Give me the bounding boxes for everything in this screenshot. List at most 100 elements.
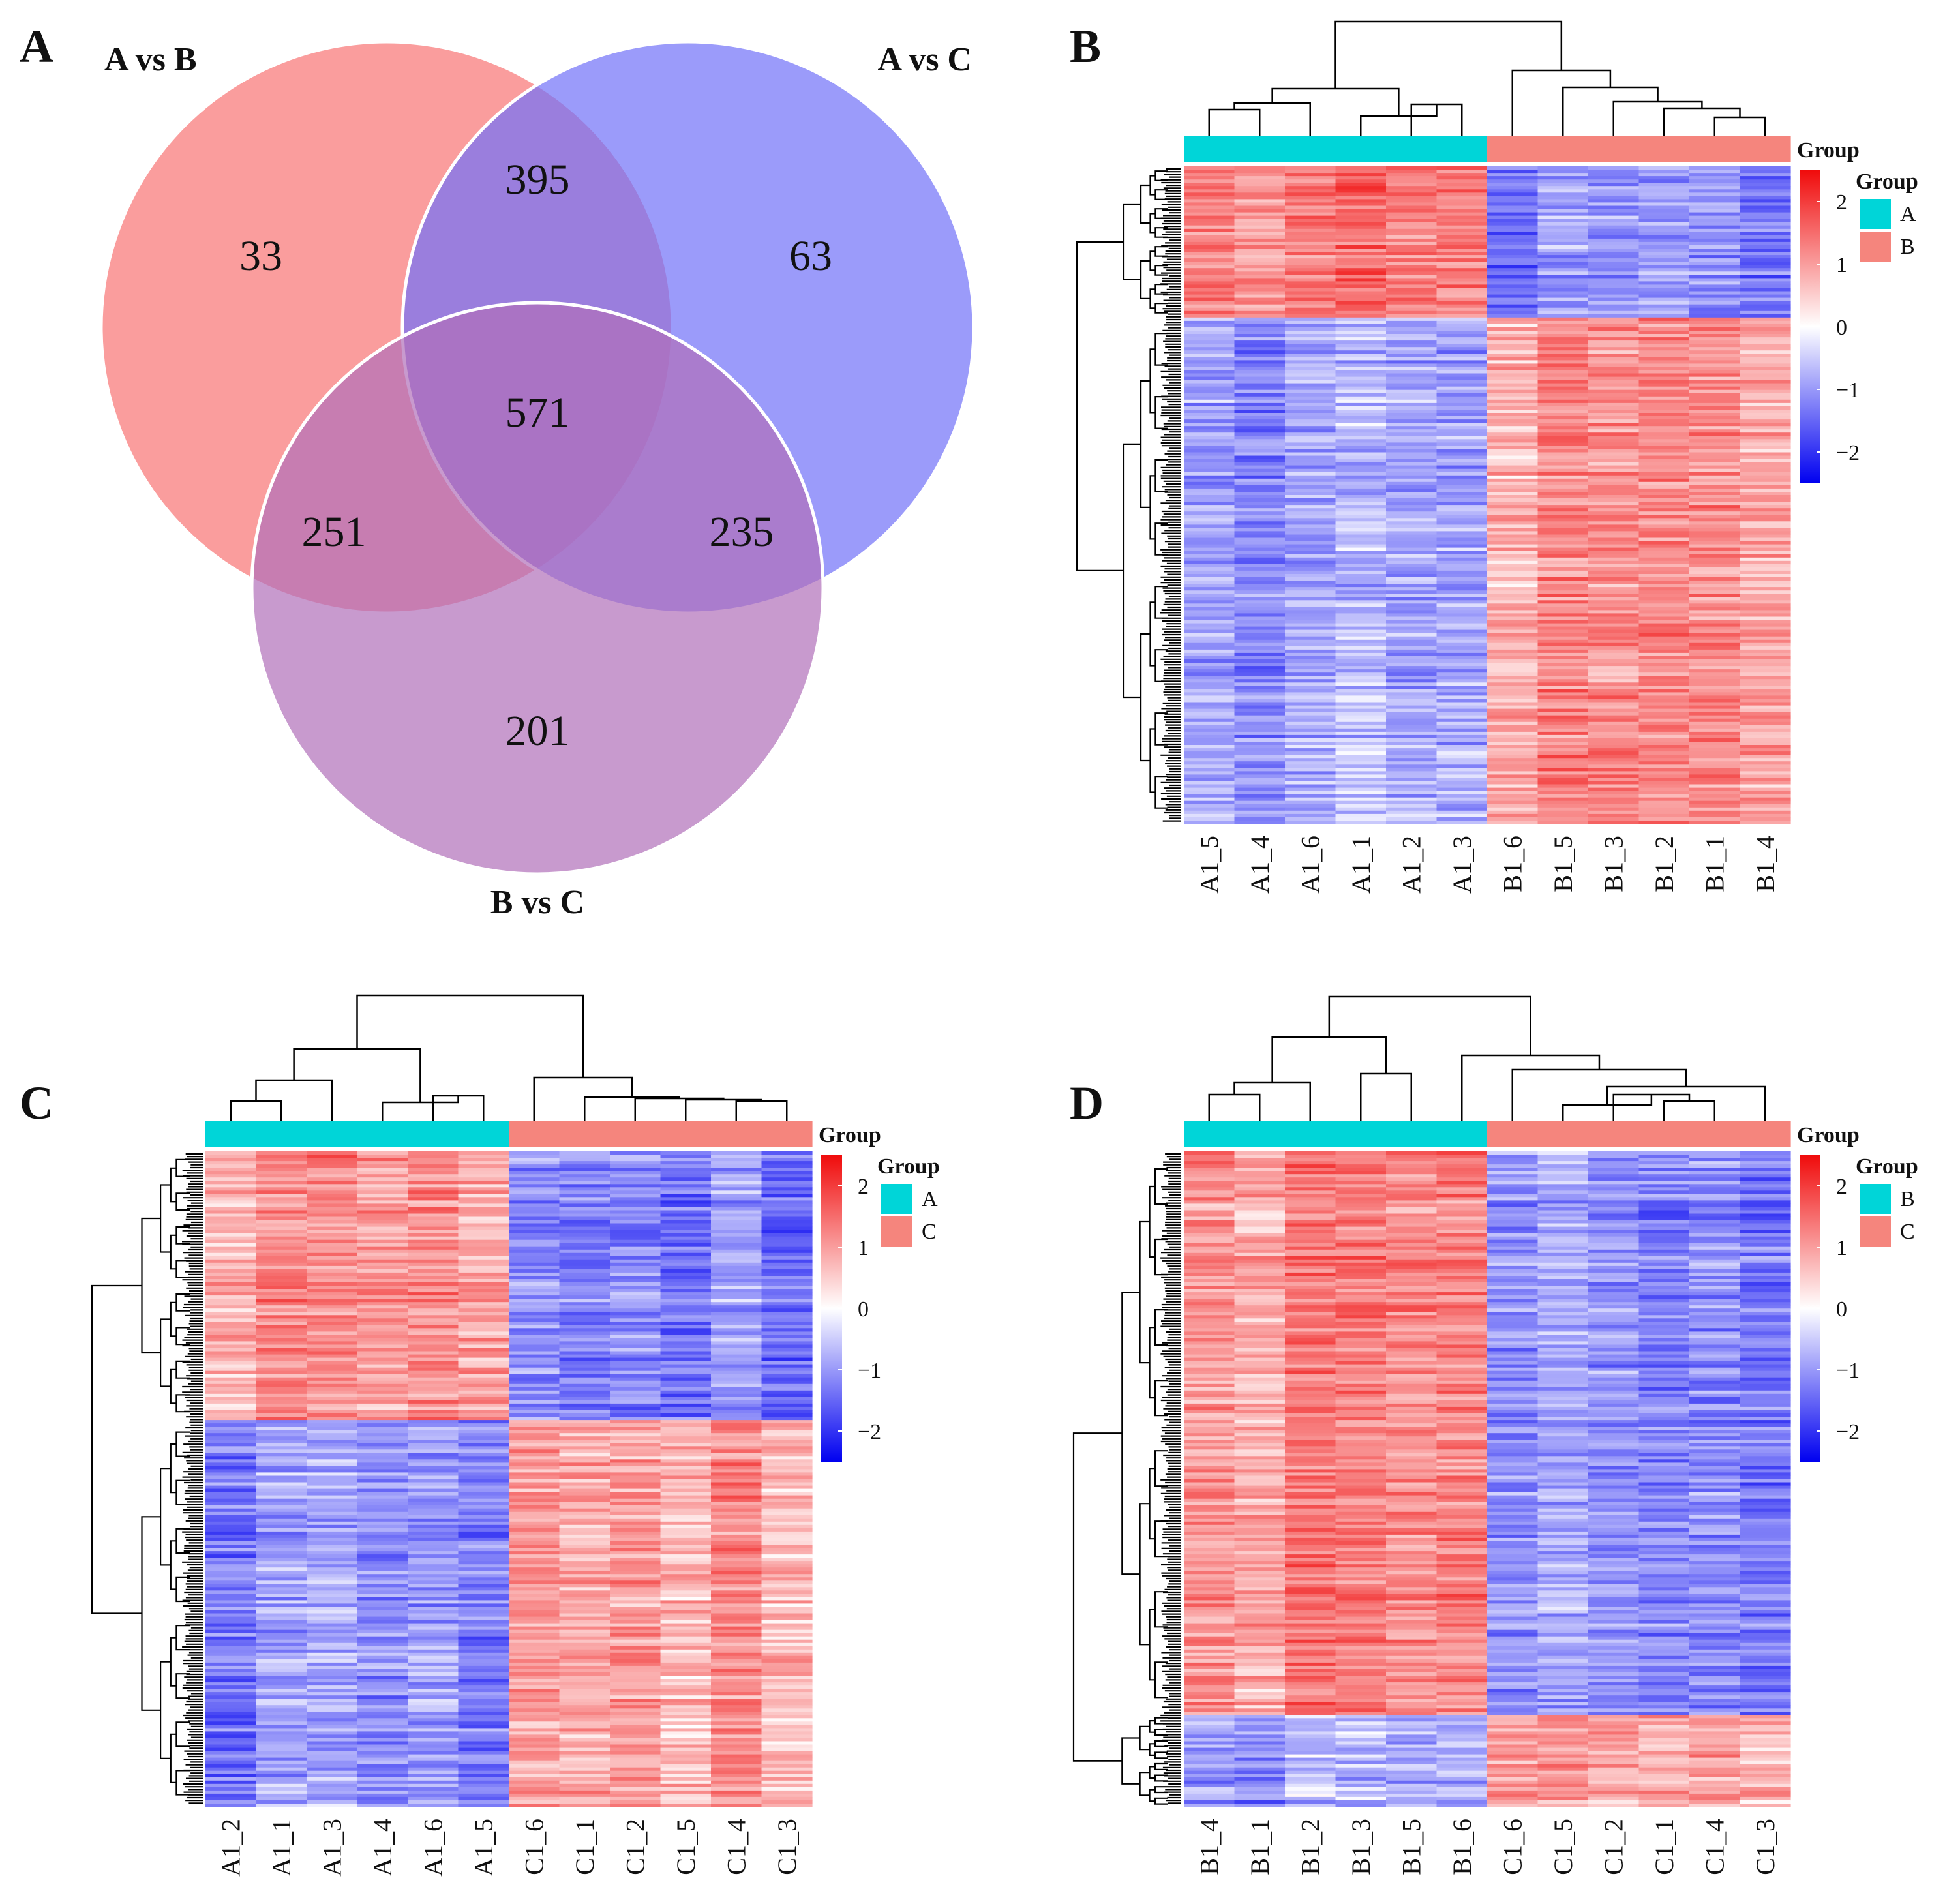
heatmap-cell xyxy=(1740,515,1791,519)
heatmap-cell xyxy=(1234,649,1286,654)
heatmap-cell xyxy=(458,1184,509,1188)
heatmap-cell xyxy=(1335,748,1387,752)
column-label: A1_6 xyxy=(1295,836,1325,894)
heatmap-cell xyxy=(1740,537,1791,542)
heatmap-cell xyxy=(256,1715,307,1719)
heatmap-cell xyxy=(509,1479,560,1483)
heatmap-cell xyxy=(458,1515,509,1519)
heatmap-cell xyxy=(1285,748,1336,752)
heatmap-cell xyxy=(1386,663,1438,667)
heatmap-cell xyxy=(1487,294,1539,299)
heatmap-cell xyxy=(256,1203,307,1207)
heatmap-cell xyxy=(357,1155,408,1158)
heatmap-cell xyxy=(1487,492,1539,496)
heatmap-cell xyxy=(1588,551,1640,555)
heatmap-cell xyxy=(1487,692,1539,696)
heatmap-cell xyxy=(408,1230,459,1234)
heatmap-cell xyxy=(1740,232,1791,236)
heatmap-cell xyxy=(408,1620,459,1624)
heatmap-cell xyxy=(1740,551,1791,555)
heatmap-cell xyxy=(357,1623,408,1627)
heatmap-cell xyxy=(408,1479,459,1483)
heatmap-cell xyxy=(256,1600,307,1604)
heatmap-cell xyxy=(1537,196,1589,200)
heatmap-cell xyxy=(1234,262,1286,265)
heatmap-cell xyxy=(1588,402,1640,407)
heatmap-cell xyxy=(357,1207,408,1211)
heatmap-cell xyxy=(1436,249,1488,252)
heatmap-cell xyxy=(1588,304,1640,309)
heatmap-cell xyxy=(1740,439,1791,443)
heatmap-cell xyxy=(1386,186,1438,190)
heatmap-cell xyxy=(205,1676,257,1680)
heatmap-cell xyxy=(458,1715,509,1719)
column-label: C1_5 xyxy=(671,1819,701,1875)
heatmap-cell xyxy=(1487,715,1539,719)
heatmap-cell xyxy=(761,1187,813,1191)
heatmap-cell xyxy=(458,1308,509,1312)
heatmap-cell xyxy=(1588,567,1640,571)
heatmap-cell xyxy=(1335,252,1387,256)
heatmap-cell xyxy=(559,1449,611,1453)
heatmap-cell xyxy=(357,1783,408,1788)
heatmap-cell xyxy=(1386,570,1438,575)
heatmap-cell xyxy=(1588,278,1640,282)
heatmap-cell xyxy=(1537,455,1589,460)
heatmap-cell xyxy=(408,1164,459,1168)
heatmap-cell xyxy=(357,1676,408,1680)
heatmap-cell xyxy=(1436,1161,1488,1165)
heatmap-cell xyxy=(1537,712,1589,716)
heatmap-cell xyxy=(307,1548,358,1552)
heatmap-cell xyxy=(1638,636,1690,641)
heatmap-cell xyxy=(761,1168,813,1171)
heatmap-cell xyxy=(559,1541,611,1545)
heatmap-cell xyxy=(256,1400,307,1404)
heatmap-cell xyxy=(256,1151,307,1155)
heatmap-cell xyxy=(1335,807,1387,811)
heatmap-cell xyxy=(307,1626,358,1631)
heatmap-cell xyxy=(256,1594,307,1597)
heatmap-cell xyxy=(610,1279,661,1283)
heatmap-cell xyxy=(1740,373,1791,378)
heatmap-cell xyxy=(408,1804,459,1807)
heatmap-cell xyxy=(761,1682,813,1686)
heatmap-cell xyxy=(559,1197,611,1201)
heatmap-cell xyxy=(458,1567,509,1571)
heatmap-cell xyxy=(1436,297,1488,302)
heatmap-cell xyxy=(761,1315,813,1319)
heatmap-cell xyxy=(1638,268,1690,272)
heatmap-cell xyxy=(307,1194,358,1198)
heatmap-cell xyxy=(1689,692,1741,696)
heatmap-cell xyxy=(307,1620,358,1624)
heatmap-cell xyxy=(1436,745,1488,749)
heatmap-cell xyxy=(1638,183,1690,187)
heatmap-cell xyxy=(1436,715,1488,719)
heatmap-cell xyxy=(1689,574,1741,578)
heatmap-cell xyxy=(307,1741,358,1745)
heatmap-cell xyxy=(1487,416,1539,420)
heatmap-cell xyxy=(1487,189,1539,193)
heatmap-cell xyxy=(711,1770,762,1775)
heatmap-cell xyxy=(256,1488,307,1493)
heatmap-cell xyxy=(1689,225,1741,230)
heatmap-cell xyxy=(509,1177,560,1181)
heatmap-cell xyxy=(1537,804,1589,808)
heatmap-cell xyxy=(761,1757,813,1762)
heatmap-cell xyxy=(1335,465,1387,470)
heatmap-cell xyxy=(761,1272,813,1277)
heatmap-cell xyxy=(610,1472,661,1476)
heatmap-cell xyxy=(761,1174,813,1178)
heatmap-cell xyxy=(660,1440,712,1443)
heatmap-cell xyxy=(1386,436,1438,440)
heatmap-cell xyxy=(1234,485,1286,489)
heatmap-cell xyxy=(1487,472,1539,476)
heatmap-cell xyxy=(1234,528,1286,532)
heatmap-cell xyxy=(1234,179,1286,183)
heatmap-cell xyxy=(1386,475,1438,479)
heatmap-cell xyxy=(559,1521,611,1526)
heatmap-cell xyxy=(458,1524,509,1529)
heatmap-cell xyxy=(408,1554,459,1558)
heatmap-cell xyxy=(711,1354,762,1359)
heatmap-cell xyxy=(1588,518,1640,522)
heatmap-cell xyxy=(1689,623,1741,627)
